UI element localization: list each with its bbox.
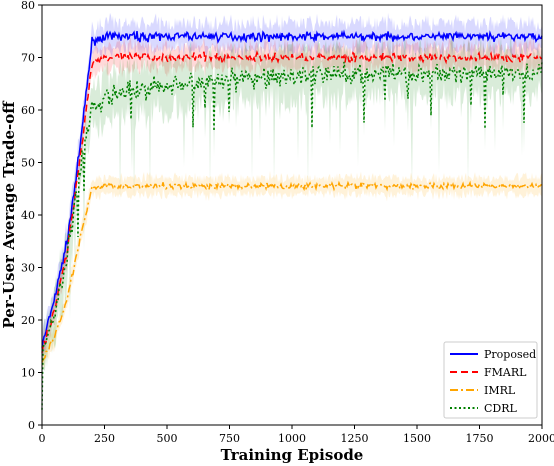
line-fmarl <box>41 50 543 353</box>
x-tick-label: 1500 <box>403 432 431 445</box>
line-imrl <box>41 180 543 363</box>
line-cdrl <box>41 61 543 410</box>
line-proposed <box>41 29 543 348</box>
x-tick-label: 500 <box>157 432 178 445</box>
y-tick-label: 0 <box>28 419 35 432</box>
x-tick-label: 1250 <box>341 432 369 445</box>
x-tick-label: 2000 <box>528 432 554 445</box>
series-lines <box>41 29 543 410</box>
y-tick-label: 60 <box>21 104 35 117</box>
band-imrl <box>42 170 542 369</box>
x-tick-label: 750 <box>219 432 240 445</box>
y-tick-label: 10 <box>21 367 35 380</box>
y-tick-label: 20 <box>21 314 35 327</box>
x-tick-label: 250 <box>94 432 115 445</box>
legend: Proposed FMARL IMRL CDRL <box>443 341 538 419</box>
y-tick-label: 70 <box>21 52 35 65</box>
x-axis-ticks: 0 250 500 750 1000 1250 1500 1750 2000 <box>39 425 554 445</box>
y-tick-label: 50 <box>21 157 35 170</box>
band-fmarl <box>42 36 542 368</box>
x-tick-label: 0 <box>39 432 46 445</box>
y-tick-label: 80 <box>21 0 35 12</box>
y-tick-label: 30 <box>21 262 35 275</box>
y-axis-ticks: 0 10 20 30 40 50 60 70 80 <box>21 0 42 432</box>
x-tick-label: 1000 <box>278 432 306 445</box>
legend-label-proposed: Proposed <box>484 348 536 361</box>
legend-box <box>443 341 538 419</box>
legend-label-fmarl: FMARL <box>484 366 527 379</box>
y-axis-title: Per-User Average Trade-off <box>0 100 18 329</box>
legend-label-imrl: IMRL <box>484 384 516 397</box>
band-cdrl <box>42 28 542 425</box>
legend-label-cdrl: CDRL <box>484 402 518 415</box>
y-tick-label: 40 <box>21 209 35 222</box>
x-axis-title: Training Episode <box>221 446 364 464</box>
x-tick-label: 1750 <box>466 432 494 445</box>
